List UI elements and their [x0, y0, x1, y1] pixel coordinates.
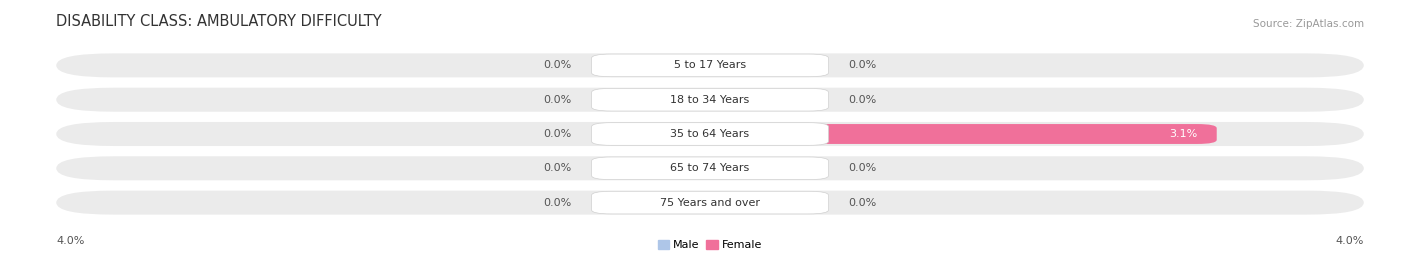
FancyBboxPatch shape [56, 191, 1364, 215]
Text: 5 to 17 Years: 5 to 17 Years [673, 60, 747, 70]
FancyBboxPatch shape [56, 122, 1364, 146]
Text: DISABILITY CLASS: AMBULATORY DIFFICULTY: DISABILITY CLASS: AMBULATORY DIFFICULTY [56, 14, 382, 29]
Text: 35 to 64 Years: 35 to 64 Years [671, 129, 749, 139]
Text: 0.0%: 0.0% [544, 198, 572, 208]
Text: 0.0%: 0.0% [544, 60, 572, 70]
Text: 18 to 34 Years: 18 to 34 Years [671, 95, 749, 105]
FancyBboxPatch shape [592, 157, 828, 180]
Text: 0.0%: 0.0% [544, 129, 572, 139]
FancyBboxPatch shape [56, 156, 1364, 180]
Text: 65 to 74 Years: 65 to 74 Years [671, 163, 749, 173]
Text: 4.0%: 4.0% [56, 236, 84, 246]
Text: 0.0%: 0.0% [848, 60, 876, 70]
Legend: Male, Female: Male, Female [654, 236, 766, 255]
FancyBboxPatch shape [56, 53, 1364, 77]
FancyBboxPatch shape [56, 88, 1364, 112]
FancyBboxPatch shape [592, 191, 828, 214]
Text: 0.0%: 0.0% [544, 163, 572, 173]
Text: 4.0%: 4.0% [1336, 236, 1364, 246]
Text: 0.0%: 0.0% [848, 95, 876, 105]
Text: 0.0%: 0.0% [544, 95, 572, 105]
Text: 3.1%: 3.1% [1168, 129, 1197, 139]
FancyBboxPatch shape [710, 124, 1216, 144]
Text: 0.0%: 0.0% [848, 198, 876, 208]
Text: Source: ZipAtlas.com: Source: ZipAtlas.com [1253, 19, 1364, 29]
Text: 0.0%: 0.0% [848, 163, 876, 173]
FancyBboxPatch shape [592, 88, 828, 111]
FancyBboxPatch shape [592, 54, 828, 77]
FancyBboxPatch shape [592, 123, 828, 145]
Text: 75 Years and over: 75 Years and over [659, 198, 761, 208]
